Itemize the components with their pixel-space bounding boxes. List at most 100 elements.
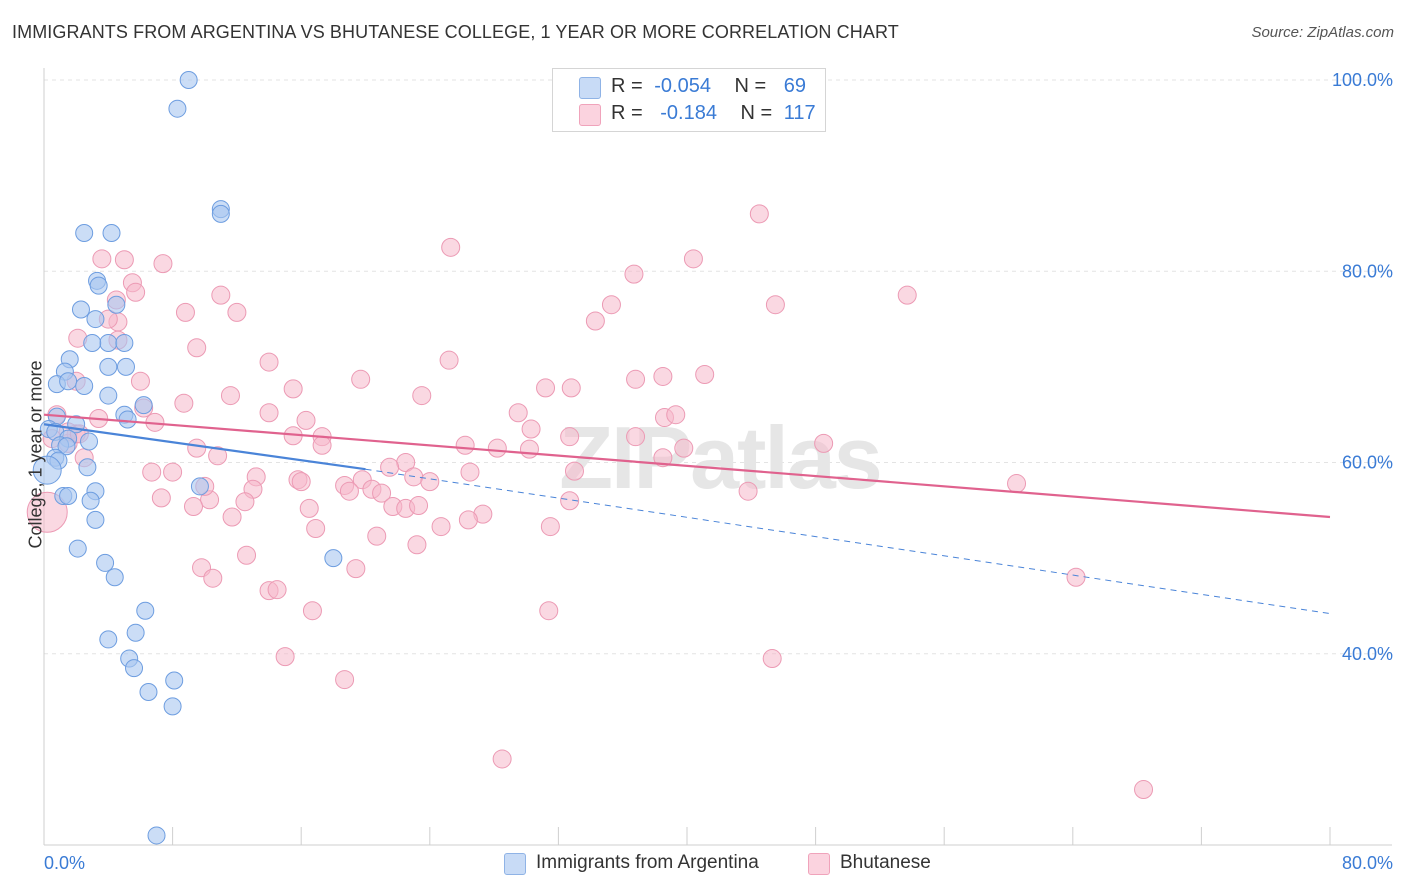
legend-n-value: 69 <box>783 75 807 97</box>
point-bhutanese <box>163 462 183 482</box>
point-bhutanese <box>508 403 528 423</box>
point-bhutanese <box>674 438 694 458</box>
trend-line-argentina-dashed <box>365 468 1331 615</box>
bottom-legend-swatch-argentina <box>504 853 526 875</box>
point-argentina <box>165 671 184 690</box>
point-argentina <box>168 99 187 118</box>
trend-line-argentina <box>43 423 366 471</box>
bottom-legend-bhutanese: Bhutanese <box>840 852 931 873</box>
bottom-legend-swatch-bhutanese <box>808 853 830 875</box>
point-bhutanese <box>227 302 247 322</box>
chart-title: IMMIGRANTS FROM ARGENTINA VS BHUTANESE C… <box>12 22 899 42</box>
point-bhutanese <box>666 405 686 425</box>
point-argentina <box>78 458 97 477</box>
point-bhutanese <box>458 510 478 530</box>
legend-r-value: -0.054 <box>654 75 711 97</box>
point-bhutanese <box>151 488 171 508</box>
point-argentina <box>107 295 126 314</box>
point-bhutanese <box>455 435 475 455</box>
point-bhutanese <box>749 204 769 224</box>
point-bhutanese <box>275 647 295 667</box>
point-bhutanese <box>335 670 355 690</box>
legend-r-value: -0.184 <box>660 102 717 124</box>
point-bhutanese <box>351 369 371 389</box>
y-axis-title: College, 1 year or more <box>25 360 46 549</box>
point-bhutanese <box>220 386 240 406</box>
chart-source: Source: ZipAtlas.com <box>1251 24 1394 41</box>
point-argentina <box>57 437 76 456</box>
point-bhutanese <box>765 295 785 315</box>
point-bhutanese <box>142 462 162 482</box>
point-argentina <box>118 410 137 429</box>
point-bhutanese <box>626 427 646 447</box>
point-argentina <box>116 357 135 376</box>
y-tick-label: 100.0% <box>1332 70 1393 90</box>
point-bhutanese <box>339 481 359 501</box>
stats-legend: R = -0.054 N = 69 R = -0.184 N = 117 <box>552 68 826 132</box>
point-argentina <box>115 333 134 352</box>
point-argentina <box>211 204 230 223</box>
y-tick-label: 60.0% <box>1342 453 1393 473</box>
point-bhutanese <box>431 517 451 537</box>
point-bhutanese <box>601 295 621 315</box>
point-argentina <box>75 224 94 242</box>
legend-n-label: N = <box>740 102 773 124</box>
point-bhutanese <box>222 507 242 527</box>
point-bhutanese <box>492 749 512 769</box>
point-bhutanese <box>762 649 782 669</box>
point-bhutanese <box>235 492 255 512</box>
point-bhutanese <box>175 302 195 322</box>
point-argentina <box>136 601 155 620</box>
legend-swatch-argentina <box>579 77 601 99</box>
y-tick-label: 80.0% <box>1342 261 1393 281</box>
point-argentina <box>125 659 144 678</box>
point-argentina <box>99 630 118 649</box>
point-argentina <box>99 333 118 352</box>
point-bhutanese <box>814 433 834 453</box>
watermark: ZIPatlas <box>559 408 880 507</box>
point-bhutanese <box>521 419 541 439</box>
point-bhutanese <box>738 481 758 501</box>
point-bhutanese <box>114 250 134 270</box>
x-tick-label: 80.0% <box>1342 853 1393 873</box>
point-bhutanese <box>372 483 392 503</box>
point-bhutanese <box>539 601 559 621</box>
point-bhutanese <box>187 438 207 458</box>
point-bhutanese <box>564 461 584 481</box>
point-bhutanese <box>237 545 257 565</box>
point-bhutanese <box>487 438 507 458</box>
point-bhutanese <box>267 580 287 600</box>
point-bhutanese <box>259 352 279 372</box>
point-bhutanese <box>299 498 319 518</box>
trend-lines <box>43 413 1331 615</box>
point-bhutanese <box>560 491 580 511</box>
point-bhutanese <box>1134 780 1154 800</box>
y-tick-label: 40.0% <box>1342 644 1393 664</box>
point-bhutanese <box>536 378 556 398</box>
x-axis-labels: 0.0% 80.0% <box>44 853 1393 873</box>
point-bhutanese <box>624 264 644 284</box>
point-bhutanese <box>683 249 703 269</box>
point-bhutanese <box>439 350 459 370</box>
point-argentina <box>86 310 105 329</box>
point-bhutanese <box>407 535 427 555</box>
point-argentina <box>71 300 90 319</box>
point-bhutanese <box>380 457 400 477</box>
series-bhutanese <box>26 204 1154 800</box>
point-bhutanese <box>306 518 326 538</box>
point-argentina <box>68 539 87 558</box>
legend-n-label: N = <box>734 75 767 97</box>
point-bhutanese <box>367 526 387 546</box>
point-argentina <box>75 377 94 395</box>
point-bhutanese <box>126 282 146 302</box>
point-argentina <box>105 568 124 587</box>
point-bhutanese <box>312 435 332 455</box>
trend-line-bhutanese <box>43 413 1331 519</box>
point-bhutanese <box>203 568 223 588</box>
legend-row-bhutanese: R = -0.184 N = 117 <box>611 102 816 126</box>
point-argentina <box>179 71 198 89</box>
point-bhutanese <box>346 559 366 579</box>
point-argentina <box>102 224 121 242</box>
point-argentina <box>99 357 118 376</box>
